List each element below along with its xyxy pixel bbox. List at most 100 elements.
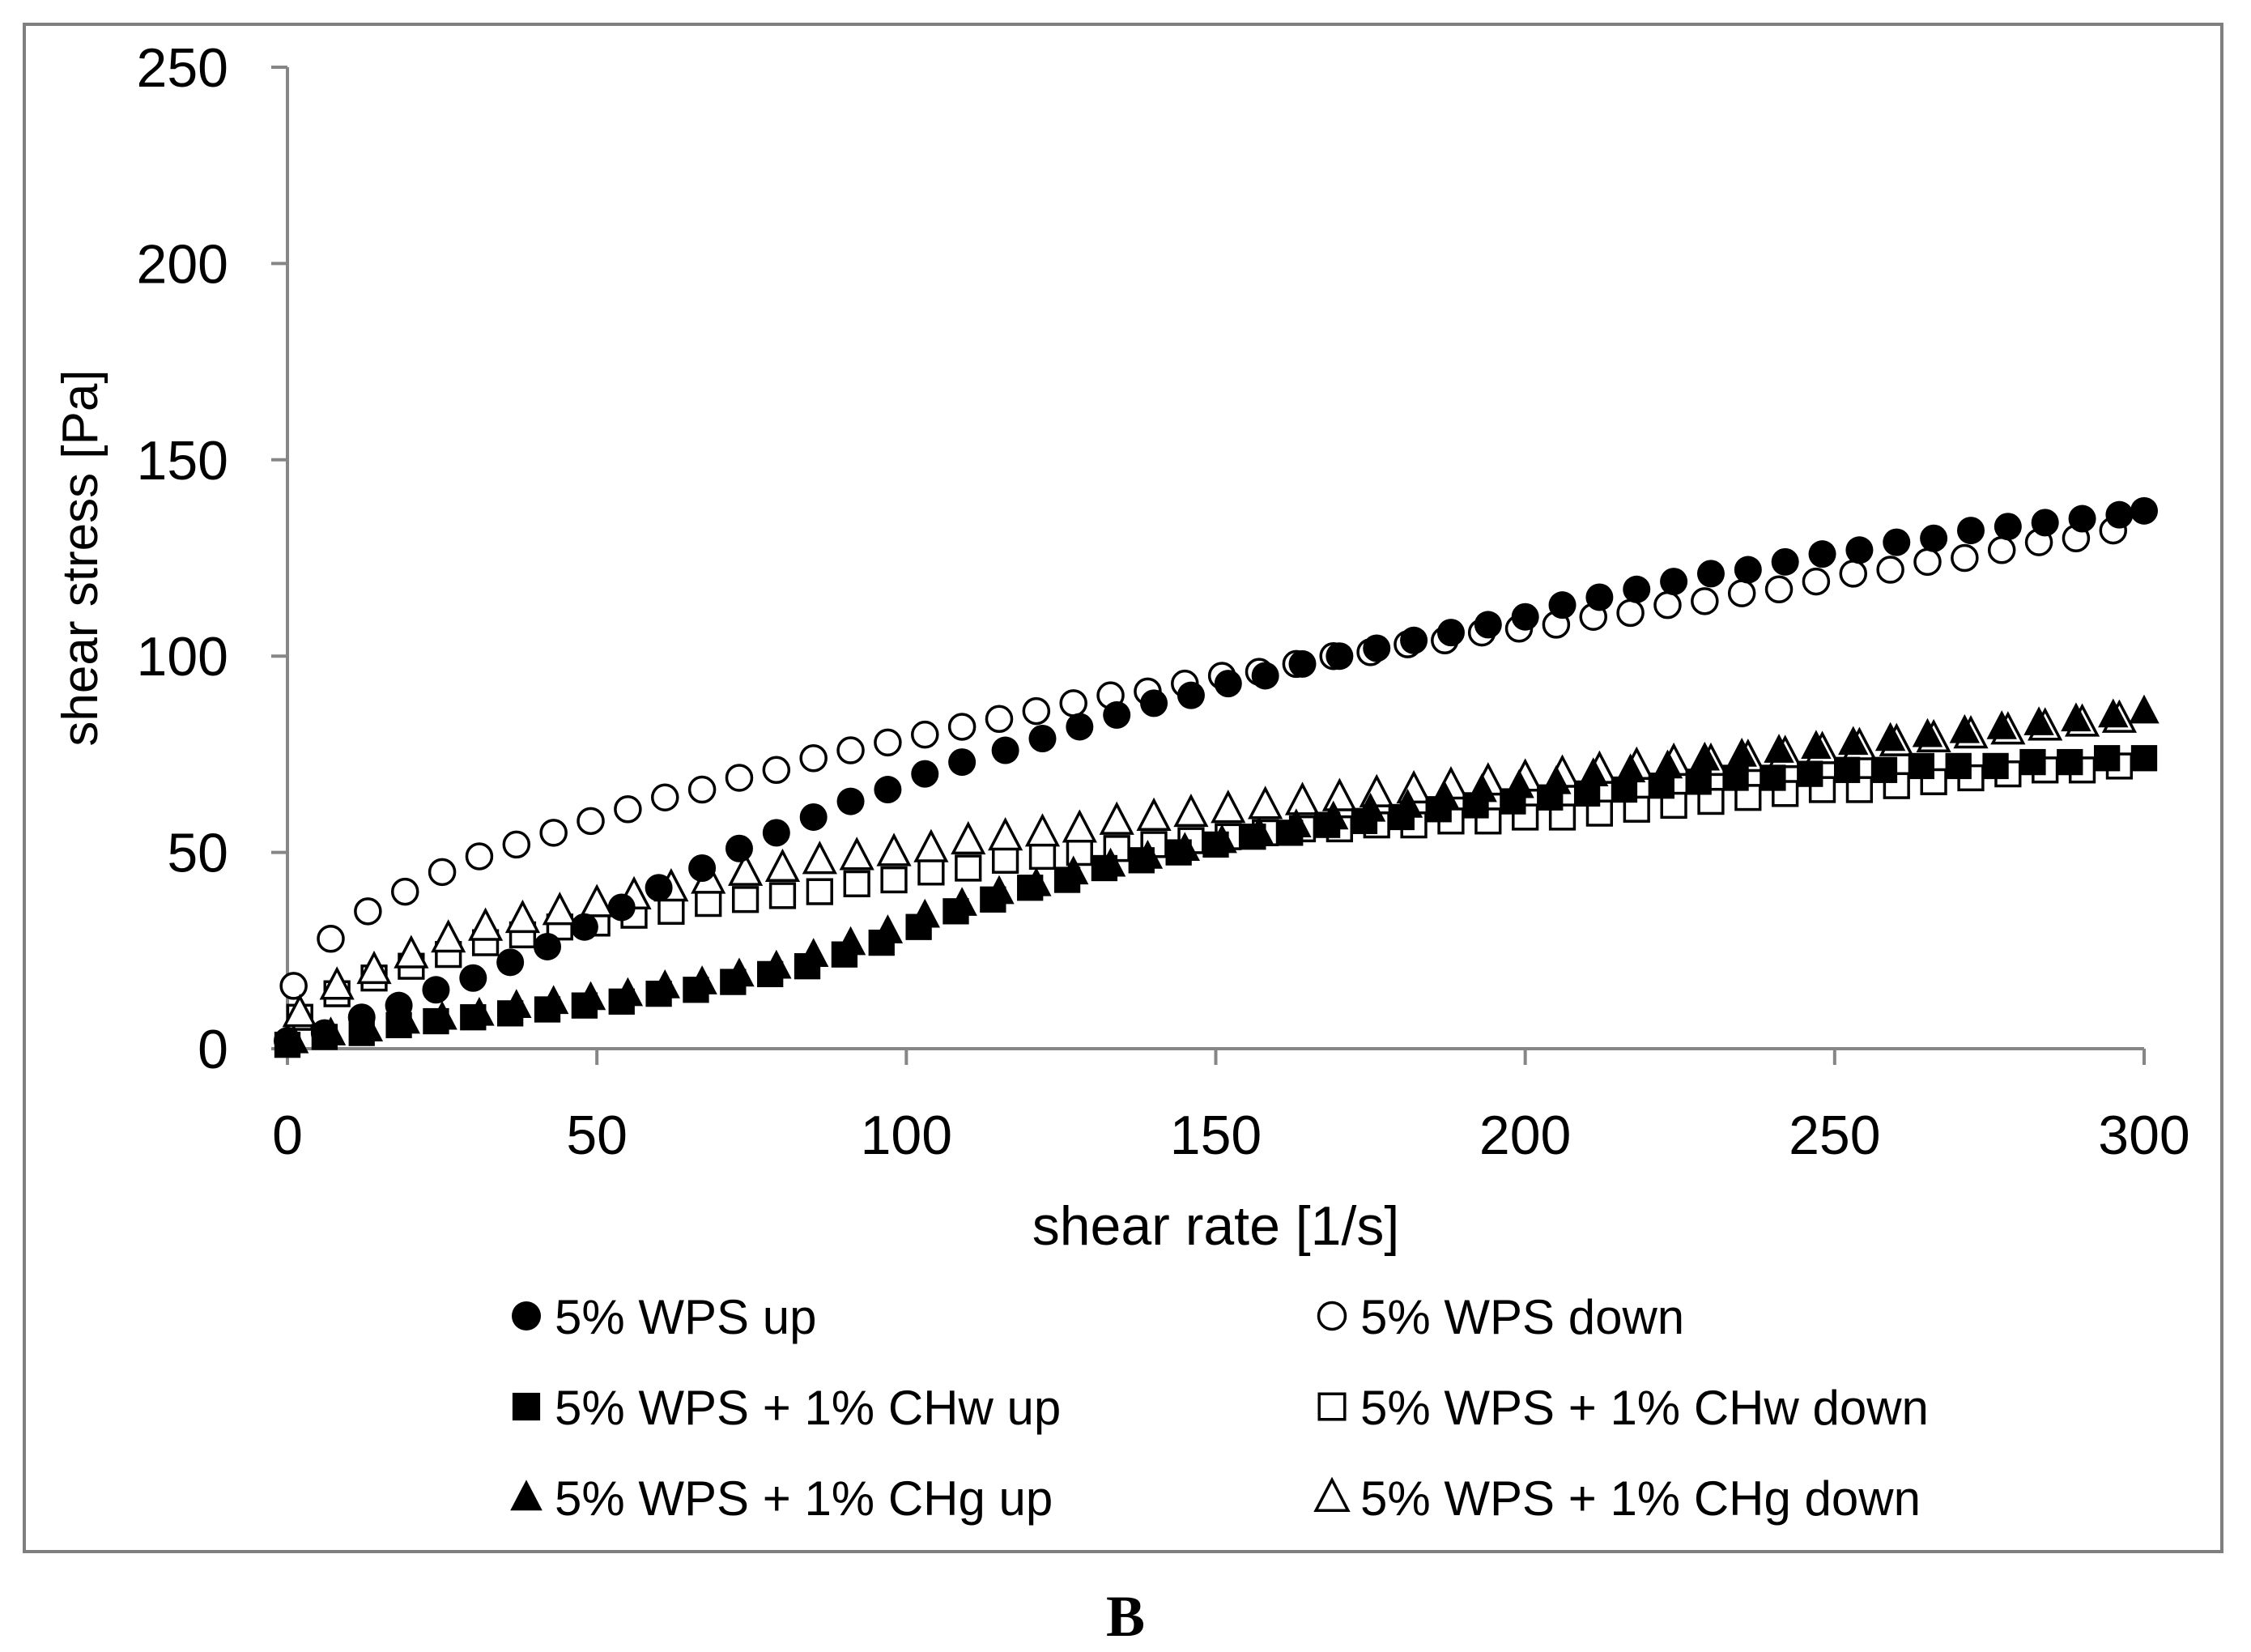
data-point [1021, 866, 1052, 896]
y-tick-label: 200 [137, 233, 228, 295]
data-point [1689, 741, 1721, 771]
data-point [279, 972, 308, 1000]
x-tick-label: 0 [272, 1105, 303, 1166]
data-point [465, 842, 494, 871]
data-point [1801, 730, 1832, 760]
legend-marker [1317, 1392, 1347, 1421]
data-point [1136, 797, 1172, 832]
data-point [911, 760, 939, 788]
legend-label: 5% WPS + 1% CHw up [555, 1381, 1061, 1435]
data-point [1727, 579, 1756, 607]
data-point [1244, 815, 1274, 845]
x-tick-label: 150 [1170, 1105, 1262, 1166]
data-point [725, 834, 753, 862]
data-point [799, 803, 828, 831]
data-point [1211, 790, 1246, 824]
data-point [687, 965, 717, 994]
data-point [1400, 626, 1428, 654]
data-point [2129, 694, 2160, 724]
legend-marker [1313, 1476, 1351, 1512]
data-point [1920, 524, 1948, 552]
data-point [390, 877, 419, 906]
data-point [728, 852, 764, 886]
data-point [1722, 764, 1749, 791]
y-tick-label: 0 [198, 1019, 228, 1080]
data-point [2098, 698, 2129, 728]
data-point [761, 949, 792, 979]
data-point [909, 898, 940, 928]
legend-entry: 5% WPS + 1% CHg down [1313, 1471, 1921, 1526]
data-point [1696, 560, 1725, 588]
legend-entry: 5% WPS down [1317, 1290, 1684, 1344]
data-point [798, 938, 829, 967]
data-point [1173, 793, 1209, 828]
data-point [502, 830, 531, 859]
chart-frame [23, 23, 2223, 1553]
data-point [1474, 611, 1502, 639]
data-point [984, 875, 1015, 905]
data-point [1281, 808, 1312, 837]
data-point [428, 858, 457, 887]
data-point [1392, 789, 1423, 818]
data-point [1511, 602, 1539, 631]
data-point [1585, 583, 1614, 611]
data-point [1578, 757, 1609, 786]
data-point [504, 899, 541, 934]
data-point [1248, 786, 1283, 820]
data-point [1845, 536, 1874, 564]
data-point [874, 728, 902, 757]
data-point [612, 977, 644, 1007]
data-point [874, 776, 902, 804]
data-point [1206, 824, 1237, 854]
data-point [356, 950, 392, 985]
data-point [1504, 769, 1534, 798]
data-point [542, 892, 577, 926]
data-point [1169, 832, 1200, 862]
x-axis-title: shear rate [1/s] [1032, 1195, 1400, 1257]
data-point [577, 807, 605, 836]
data-point [876, 832, 912, 866]
data-point [657, 897, 685, 925]
data-point [1734, 556, 1762, 584]
data-point [317, 925, 345, 953]
data-point [988, 817, 1023, 851]
data-point [843, 870, 870, 898]
data-point [1760, 764, 1786, 791]
data-point [764, 848, 801, 883]
data-point [1103, 700, 1131, 729]
data-point [2057, 748, 2083, 776]
data-point [278, 1024, 309, 1054]
data-point [1883, 528, 1911, 556]
data-point [1214, 670, 1242, 698]
data-point [1623, 575, 1651, 603]
legend-label: 5% WPS + 1% CHw down [1360, 1381, 1929, 1435]
data-point [1982, 752, 2009, 780]
y-axis-title: shear stress [Pa] [53, 369, 109, 746]
legend-marker [510, 1480, 543, 1511]
data-point [1288, 649, 1317, 678]
data-point [645, 874, 673, 902]
data-point [1363, 634, 1391, 662]
data-point [1660, 568, 1688, 596]
data-point [2130, 496, 2158, 525]
series-3 [286, 752, 2134, 1031]
data-point [1913, 547, 1942, 577]
legend-label: 5% WPS up [555, 1290, 816, 1344]
data-point [725, 764, 754, 792]
data-point [1616, 598, 1645, 628]
data-point [2061, 702, 2091, 732]
data-point [319, 966, 355, 1000]
data-point [575, 981, 606, 1011]
data-point [570, 913, 598, 941]
data-point [1838, 726, 1869, 756]
legend-entry: 5% WPS + 1% CHg up [510, 1471, 1053, 1526]
data-point [1321, 777, 1357, 811]
legend-entry: 5% WPS + 1% CHw down [1317, 1381, 1929, 1435]
data-point [1994, 513, 2022, 541]
data-point [1808, 540, 1836, 568]
legend-label: 5% WPS + 1% CHg down [1360, 1471, 1921, 1526]
data-point [1325, 642, 1354, 671]
data-point [2019, 748, 2046, 776]
data-point [1908, 752, 1934, 780]
data-point [687, 775, 717, 804]
